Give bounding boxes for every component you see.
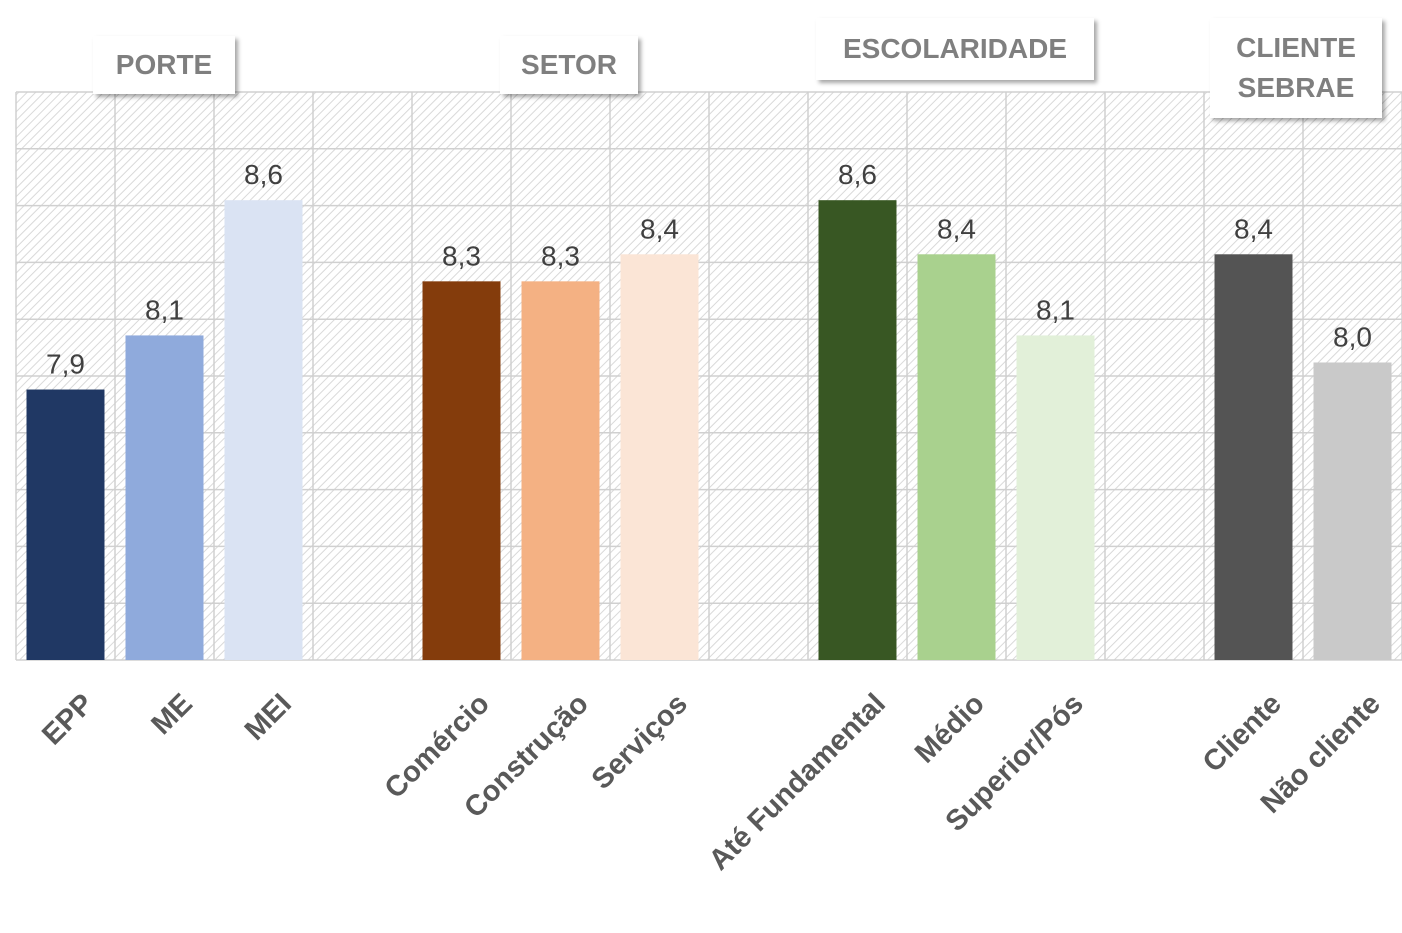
bar (917, 254, 996, 661)
bar (521, 281, 600, 660)
value-label: 8,6 (244, 159, 283, 190)
x-tick-label: Médio (909, 688, 991, 770)
bar (422, 281, 501, 660)
group-label: SETOR (500, 36, 638, 94)
bar (818, 200, 897, 660)
value-label: 8,4 (640, 213, 679, 244)
x-tick-label: Serviços (586, 688, 694, 796)
bar (26, 389, 105, 660)
bar (224, 200, 303, 660)
x-tick-label: MEI (239, 688, 298, 747)
value-label: 8,3 (541, 240, 580, 271)
value-label: 8,4 (937, 213, 976, 244)
x-tick-label: EPP (36, 688, 100, 752)
group-label: CLIENTE SEBRAE (1210, 18, 1382, 118)
value-label: 8,4 (1234, 213, 1273, 244)
value-label: 7,9 (46, 349, 85, 380)
bar (1016, 335, 1095, 660)
value-label: 8,6 (838, 159, 877, 190)
x-tick-label: ME (145, 688, 198, 741)
value-label: 8,1 (1036, 294, 1075, 325)
bar (1313, 362, 1392, 660)
group-label: PORTE (93, 36, 235, 94)
x-tick-label: Até Fundamental (703, 688, 892, 877)
value-label: 8,0 (1333, 321, 1372, 352)
bar (1214, 254, 1293, 661)
group-label: ESCOLARIDADE (816, 18, 1094, 80)
x-tick-label: Cliente (1197, 688, 1288, 779)
value-label: 8,1 (145, 294, 184, 325)
bar (125, 335, 204, 660)
bar (620, 254, 699, 661)
value-label: 8,3 (442, 240, 481, 271)
